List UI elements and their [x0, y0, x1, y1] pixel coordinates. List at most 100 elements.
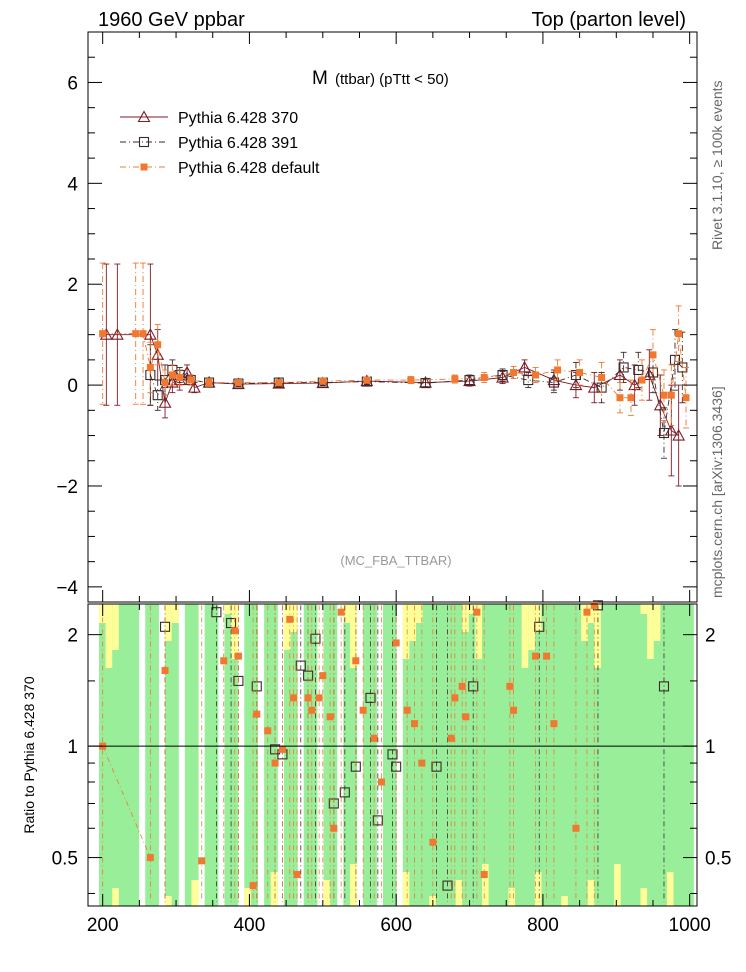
- band-inner: [99, 604, 107, 906]
- band-outer: [508, 888, 516, 906]
- ratio-point: [339, 787, 350, 798]
- data-point: [158, 396, 172, 408]
- data-point: [618, 362, 629, 373]
- data-point: [660, 391, 668, 399]
- series-2: [99, 262, 690, 429]
- band-inner: [244, 604, 252, 906]
- data-point: [176, 374, 184, 382]
- main-axes: −4 −2 0 2 4 6: [56, 31, 698, 603]
- band-inner: [587, 604, 595, 906]
- band-inner: [521, 604, 529, 906]
- data-point: [518, 360, 532, 373]
- band-inner: [105, 604, 113, 906]
- ratio-point: [372, 815, 383, 826]
- band-inner: [515, 604, 523, 906]
- data-point: [463, 374, 476, 387]
- band-inner: [686, 604, 694, 906]
- band-inner: [442, 604, 450, 906]
- ratio-point: [220, 657, 228, 665]
- ratio-point: [473, 608, 481, 616]
- ratio-ytick-label-right: 2: [705, 626, 716, 647]
- series-line: [102, 333, 687, 399]
- ratio-point: [534, 621, 545, 632]
- ratio-ytick-label: 1: [67, 737, 78, 758]
- band-inner: [455, 604, 463, 906]
- data-point: [613, 368, 627, 381]
- band-outer: [640, 604, 648, 614]
- data-point: [523, 375, 534, 386]
- band-inner: [528, 604, 536, 906]
- ratio-point: [543, 652, 551, 660]
- ratio-point: [387, 749, 398, 760]
- ratio-point: [462, 713, 470, 721]
- band-outer: [614, 864, 622, 906]
- data-point: [554, 366, 562, 374]
- data-point: [682, 394, 690, 402]
- band-outer: [409, 604, 417, 641]
- data-point: [151, 348, 165, 360]
- band-inner: [231, 604, 239, 906]
- ratio-line: [102, 745, 151, 858]
- band-inner: [250, 604, 258, 906]
- legend-item: Pythia 6.428 370: [120, 110, 298, 127]
- data-point: [480, 374, 488, 382]
- band-outer: [468, 604, 476, 614]
- data-point: [497, 369, 508, 381]
- band-inner: [270, 604, 278, 906]
- ratio-point: [447, 734, 455, 742]
- data-point: [647, 367, 659, 378]
- ratio-point: [286, 615, 294, 623]
- band-outer: [283, 604, 292, 650]
- band-outer: [455, 880, 463, 906]
- data-point: [616, 394, 624, 402]
- ratio-point: [253, 710, 261, 718]
- band-inner: [422, 604, 430, 906]
- band-outer: [343, 604, 351, 623]
- band-inner: [290, 604, 298, 906]
- data-point: [451, 375, 459, 383]
- band-inner: [118, 604, 126, 906]
- ratio-point: [370, 734, 378, 742]
- band-outer: [244, 888, 252, 906]
- ratio-point: [442, 880, 453, 891]
- band-inner: [349, 604, 358, 906]
- band-outer: [165, 896, 173, 906]
- band-inner: [435, 604, 443, 906]
- ratio-point: [352, 657, 360, 665]
- data-point: [110, 328, 124, 340]
- band-inner: [409, 604, 417, 906]
- ratio-point: [468, 681, 479, 692]
- ratio-point: [264, 727, 272, 735]
- ratio-point: [278, 745, 286, 753]
- xtick-label: 600: [380, 915, 412, 936]
- data-point: [598, 374, 606, 382]
- band-inner: [171, 604, 179, 906]
- data-point: [187, 380, 201, 393]
- data-point: [464, 375, 475, 386]
- main-frame: [87, 31, 698, 603]
- band-outer: [534, 604, 542, 632]
- legend-marker: [138, 136, 150, 148]
- band-outer: [653, 604, 661, 641]
- header-left: 1960 GeV ppbar: [98, 9, 245, 31]
- band-outer: [666, 872, 675, 906]
- ratio-point: [480, 871, 488, 879]
- ratio-point: [234, 652, 242, 660]
- legend-label: Pythia 6.428 default: [178, 160, 320, 177]
- band-inner: [224, 604, 232, 906]
- band-outer: [482, 864, 490, 906]
- band-outer: [640, 888, 648, 906]
- band-inner: [574, 604, 582, 906]
- band-inner: [468, 604, 476, 906]
- ytick-label: 6: [67, 73, 78, 94]
- ratio-point: [310, 633, 321, 644]
- ratio-point: [249, 882, 257, 890]
- data-point: [672, 428, 686, 441]
- band-inner: [112, 604, 120, 906]
- data-point: [168, 371, 176, 379]
- data-point: [187, 376, 195, 384]
- band-inner: [415, 604, 424, 906]
- band-inner: [402, 604, 410, 906]
- ratio-point: [198, 857, 206, 865]
